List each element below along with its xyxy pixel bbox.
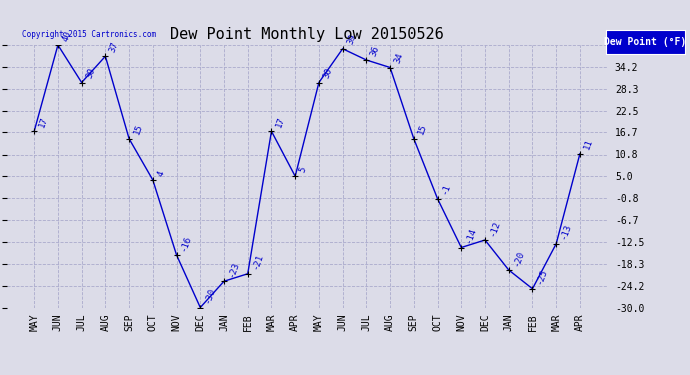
Text: 36: 36 xyxy=(369,44,382,57)
Text: Dew Point (°F): Dew Point (°F) xyxy=(604,37,687,47)
Text: 17: 17 xyxy=(274,115,286,129)
Text: 39: 39 xyxy=(346,33,357,46)
Text: -12: -12 xyxy=(488,219,502,237)
Text: -20: -20 xyxy=(511,249,526,267)
Text: 30: 30 xyxy=(84,66,97,80)
Text: 30: 30 xyxy=(322,66,334,80)
Text: Copyright 2015 Cartronics.com: Copyright 2015 Cartronics.com xyxy=(22,30,157,39)
Text: 37: 37 xyxy=(108,40,120,54)
Text: -21: -21 xyxy=(250,253,264,271)
Text: -1: -1 xyxy=(440,183,453,196)
Text: 15: 15 xyxy=(132,123,144,136)
Text: -14: -14 xyxy=(464,226,478,245)
Text: 15: 15 xyxy=(417,123,428,136)
Text: -25: -25 xyxy=(535,268,549,286)
Text: 11: 11 xyxy=(582,138,595,151)
Text: 40: 40 xyxy=(61,29,73,42)
Text: 34: 34 xyxy=(393,51,405,65)
Text: 17: 17 xyxy=(37,115,49,129)
Text: -23: -23 xyxy=(227,260,241,279)
Text: 4: 4 xyxy=(156,169,166,177)
Title: Dew Point Monthly Low 20150526: Dew Point Monthly Low 20150526 xyxy=(170,27,444,42)
Text: -16: -16 xyxy=(179,234,193,252)
Text: 5: 5 xyxy=(298,165,308,174)
Text: -30: -30 xyxy=(203,286,217,305)
Text: -13: -13 xyxy=(559,223,573,241)
